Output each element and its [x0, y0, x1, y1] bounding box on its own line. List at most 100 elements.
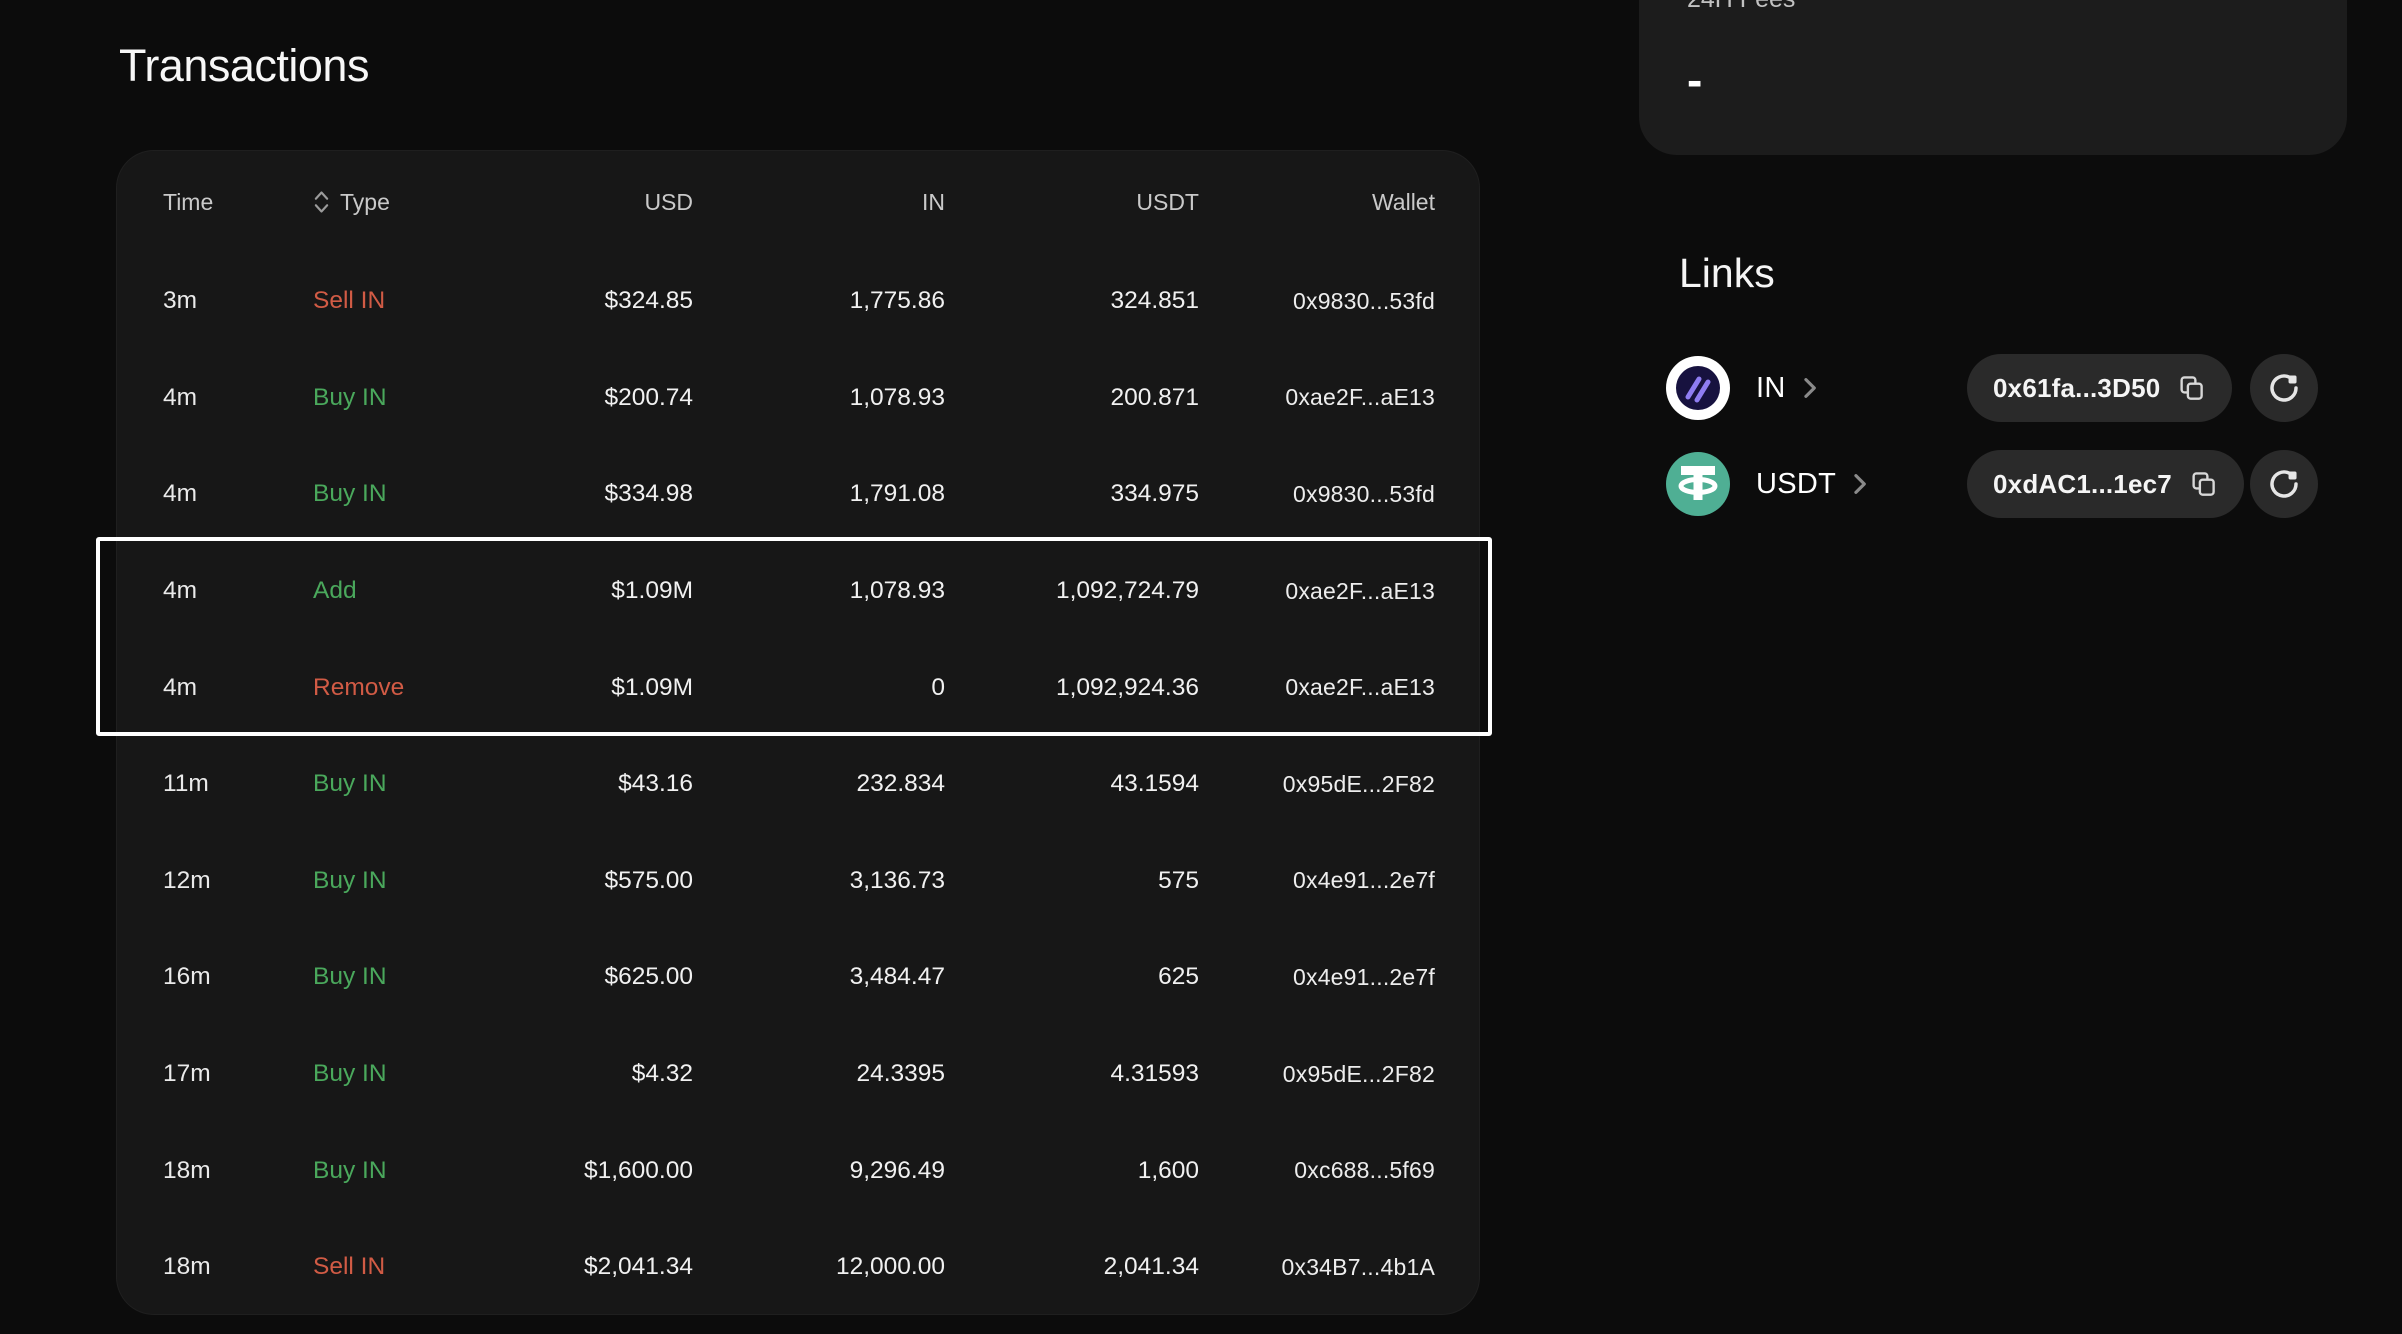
cell-in: 1,791.08: [849, 480, 945, 508]
chevron-right-icon: [1802, 376, 1817, 400]
column-header-time: Time: [163, 188, 214, 215]
wallet-address-link[interactable]: 0x9830...53fd: [1293, 480, 1435, 507]
link-row: IN 0x61fa...3D50: [1666, 354, 2356, 422]
type-label: Remove: [313, 673, 405, 701]
address-text: 0xdAC1...1ec7: [1993, 468, 2172, 499]
token-link[interactable]: USDT: [1730, 468, 1867, 501]
table-row[interactable]: 4m Add $1.09M 1,078.93 1,092,724.79 0xae…: [163, 543, 1435, 640]
cell-usdt: 1,600: [1137, 1156, 1199, 1184]
wallet-address-link[interactable]: 0x34B7...4b1A: [1281, 1253, 1435, 1280]
type-label: Sell IN: [313, 1253, 386, 1281]
wallet-address-link[interactable]: 0xae2F...aE13: [1285, 384, 1435, 411]
copy-icon[interactable]: [2176, 373, 2206, 403]
cell-type: Buy IN: [313, 1157, 493, 1185]
table-row[interactable]: 16m Buy IN $625.00 3,484.47 625 0x4e91..…: [163, 929, 1435, 1026]
cell-in: 3,136.73: [849, 866, 945, 894]
wallet-address-link[interactable]: 0xae2F...aE13: [1285, 674, 1435, 701]
cell-usd: $625.00: [604, 963, 693, 991]
wallet-address-link[interactable]: 0x9830...53fd: [1293, 287, 1435, 314]
table-body: 3m Sell IN $324.85 1,775.86 324.851 0x98…: [163, 253, 1435, 1316]
cell-usdt: 200.871: [1110, 383, 1199, 411]
cell-time: 3m: [163, 287, 198, 315]
table-row[interactable]: 18m Sell IN $2,041.34 12,000.00 2,041.34…: [163, 1219, 1435, 1316]
wallet-address-link[interactable]: 0xae2F...aE13: [1285, 577, 1435, 604]
cell-type: Buy IN: [313, 867, 493, 895]
cell-type: Buy IN: [313, 963, 493, 991]
cell-type: Buy IN: [313, 480, 493, 508]
token-label: USDT: [1756, 467, 1837, 500]
cell-time: 18m: [163, 1156, 211, 1184]
cell-usdt: 1,092,724.79: [1055, 577, 1199, 605]
table-row[interactable]: 11m Buy IN $43.16 232.834 43.1594 0x95dE…: [163, 736, 1435, 833]
cell-in: 12,000.00: [836, 1253, 945, 1281]
cell-usdt: 575: [1158, 866, 1199, 894]
table-row[interactable]: 4m Remove $1.09M 0 1,092,924.36 0xae2F..…: [163, 639, 1435, 736]
explorer-button[interactable]: [2250, 354, 2318, 422]
in-token-icon: [1666, 356, 1730, 420]
cell-usd: $334.98: [604, 480, 693, 508]
cell-usd: $43.16: [618, 770, 693, 798]
cell-type: Sell IN: [313, 287, 493, 315]
stat-card: 24H Fees -: [1639, 0, 2347, 155]
address-text: 0x61fa...3D50: [1993, 372, 2161, 403]
cell-in: 3,484.47: [849, 963, 945, 991]
cell-usd: $1.09M: [611, 577, 693, 605]
cell-usdt: 1,092,924.36: [1055, 673, 1199, 701]
cell-time: 4m: [163, 577, 198, 605]
column-header-in: IN: [922, 188, 945, 215]
table-header: Time Type USD IN USDT Wallet: [163, 151, 1435, 253]
links-heading: Links: [1679, 250, 1775, 296]
cell-in: 1,775.86: [849, 287, 945, 315]
table-row[interactable]: 3m Sell IN $324.85 1,775.86 324.851 0x98…: [163, 253, 1435, 350]
cell-usdt: 334.975: [1110, 480, 1199, 508]
copy-icon[interactable]: [2188, 469, 2218, 499]
cell-usd: $575.00: [604, 866, 693, 894]
links-list: IN 0x61fa...3D50: [1666, 354, 2356, 518]
cell-time: 16m: [163, 963, 211, 991]
cell-usdt: 4.31593: [1110, 1060, 1199, 1088]
column-header-type[interactable]: Type: [313, 189, 493, 216]
address-chip[interactable]: 0xdAC1...1ec7: [1967, 450, 2244, 518]
wallet-address-link[interactable]: 0x4e91...2e7f: [1293, 867, 1435, 894]
wallet-address-link[interactable]: 0xc688...5f69: [1294, 1157, 1435, 1184]
cell-time: 4m: [163, 383, 198, 411]
cell-time: 17m: [163, 1060, 211, 1088]
explorer-icon: [2270, 470, 2298, 498]
type-label: Buy IN: [313, 480, 387, 508]
cell-time: 18m: [163, 1253, 211, 1281]
wallet-address-link[interactable]: 0x95dE...2F82: [1282, 1060, 1435, 1087]
table-row[interactable]: 12m Buy IN $575.00 3,136.73 575 0x4e91..…: [163, 833, 1435, 930]
cell-time: 4m: [163, 673, 198, 701]
cell-type: Buy IN: [313, 770, 493, 798]
cell-usd: $4.32: [631, 1060, 693, 1088]
link-row: USDT 0xdAC1...1ec7: [1666, 450, 2356, 518]
cell-in: 1,078.93: [849, 383, 945, 411]
sort-icon[interactable]: [313, 189, 330, 215]
cell-usdt: 625: [1158, 963, 1199, 991]
cell-type: Buy IN: [313, 1060, 493, 1088]
wallet-address-link[interactable]: 0x95dE...2F82: [1282, 770, 1435, 797]
cell-type: Add: [313, 577, 493, 605]
explorer-button[interactable]: [2250, 450, 2318, 518]
wallet-address-link[interactable]: 0x4e91...2e7f: [1293, 963, 1435, 990]
stat-label: 24H Fees: [1687, 0, 2299, 12]
type-label: Add: [313, 577, 357, 605]
cell-in: 232.834: [856, 770, 945, 798]
type-label: Sell IN: [313, 287, 386, 315]
cell-usdt: 2,041.34: [1103, 1253, 1199, 1281]
table-row[interactable]: 4m Buy IN $200.74 1,078.93 200.871 0xae2…: [163, 350, 1435, 447]
token-link[interactable]: IN: [1730, 372, 1817, 405]
cell-in: 24.3395: [856, 1060, 945, 1088]
table-row[interactable]: 18m Buy IN $1,600.00 9,296.49 1,600 0xc6…: [163, 1122, 1435, 1219]
type-label: Buy IN: [313, 866, 387, 894]
cell-in: 9,296.49: [849, 1156, 945, 1184]
table-row[interactable]: 17m Buy IN $4.32 24.3395 4.31593 0x95dE.…: [163, 1026, 1435, 1123]
column-header-usdt: USDT: [1136, 188, 1199, 215]
cell-time: 12m: [163, 866, 211, 894]
cell-type: Remove: [313, 674, 493, 702]
type-label: Buy IN: [313, 770, 387, 798]
table-row[interactable]: 4m Buy IN $334.98 1,791.08 334.975 0x983…: [163, 446, 1435, 543]
address-chip[interactable]: 0x61fa...3D50: [1967, 354, 2233, 422]
stat-value: -: [1687, 54, 1703, 106]
